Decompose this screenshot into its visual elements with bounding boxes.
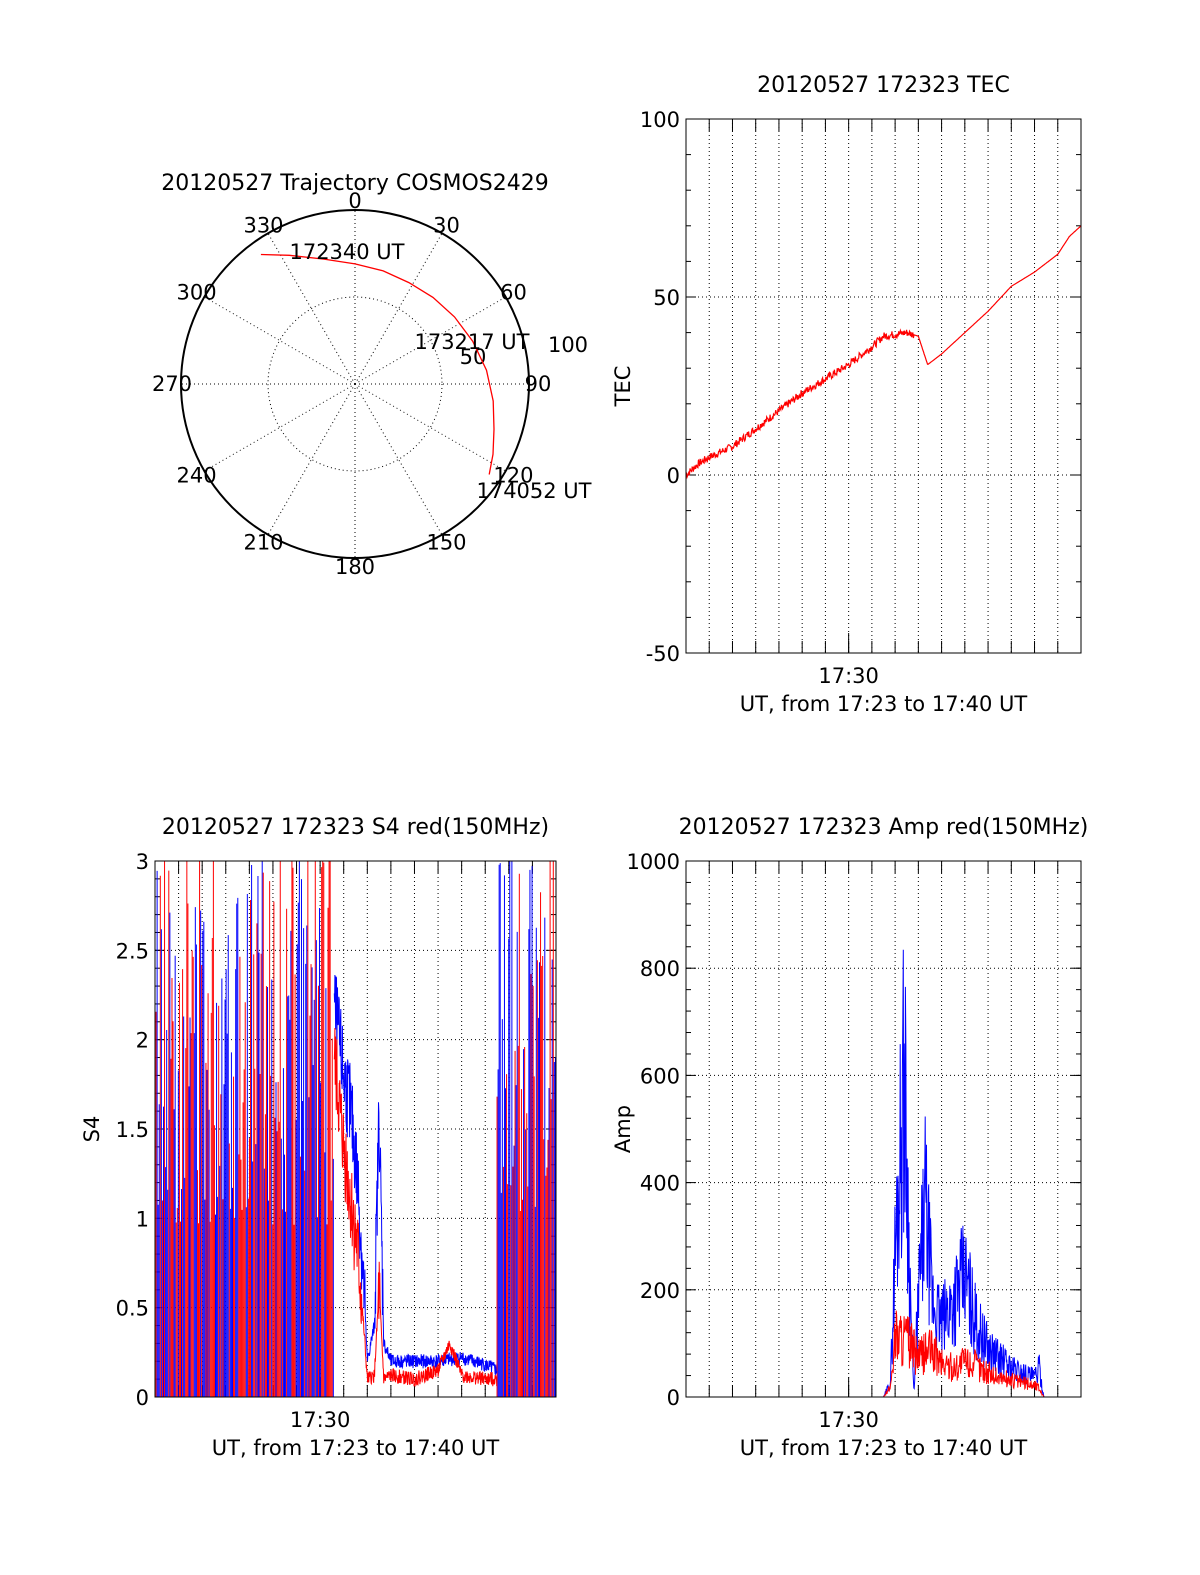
y-tick-label: 0 bbox=[667, 464, 680, 488]
amp-chart: 20120527 172323 Amp red(150MHz) 0 200 400 60… bbox=[611, 815, 1088, 1460]
y-axis-label: Amp bbox=[611, 1105, 635, 1153]
plot-frame bbox=[154, 860, 557, 1398]
x-axis-label: UT, from 17:23 to 17:40 UT bbox=[740, 692, 1028, 716]
polar-outer-circle bbox=[180, 209, 530, 559]
y-tick-label: 2.5 bbox=[116, 939, 149, 963]
y-tick-label: 2 bbox=[136, 1029, 149, 1053]
y-tick-label: 1.5 bbox=[116, 1118, 149, 1142]
chart-title: 20120527 172323 Amp red(150MHz) bbox=[679, 815, 1089, 840]
angle-tick-label: 270 bbox=[152, 372, 192, 396]
y-tick-label: 0 bbox=[667, 1386, 680, 1410]
y-tick-label: 1 bbox=[136, 1207, 149, 1231]
angle-tick-label: 330 bbox=[243, 214, 283, 238]
data-layer bbox=[686, 949, 1081, 1397]
y-axis-label: TEC bbox=[611, 366, 635, 408]
y-tick-label: 3 bbox=[136, 850, 149, 874]
polar-spoke bbox=[267, 383, 356, 535]
polar-spoke bbox=[267, 233, 356, 385]
plot-frame bbox=[685, 860, 1082, 1398]
trajectory-line bbox=[260, 253, 495, 475]
amp-series-blue bbox=[686, 949, 1081, 1397]
chart-title: 20120527 172323 S4 red(150MHz) bbox=[162, 815, 549, 840]
angle-tick-label: 210 bbox=[243, 530, 283, 554]
y-tick-label: 800 bbox=[640, 957, 680, 981]
s4-series-red bbox=[333, 1027, 498, 1388]
chart-title: 20120527 Trajectory COSMOS2429 bbox=[161, 171, 548, 196]
radial-tick-label: 50 bbox=[460, 345, 487, 369]
plot-frame bbox=[685, 118, 1082, 654]
s4-series-blue bbox=[333, 974, 498, 1376]
y-tick-label: 200 bbox=[640, 1279, 680, 1303]
x-axis-label: UT, from 17:23 to 17:40 UT bbox=[212, 1436, 500, 1460]
tec-series-line bbox=[686, 225, 1081, 480]
y-tick-label: 400 bbox=[640, 1172, 680, 1196]
angle-tick-label: 300 bbox=[176, 281, 216, 305]
angle-tick-label: 240 bbox=[176, 464, 216, 488]
angle-tick-label: 30 bbox=[433, 214, 460, 238]
x-tick-label: 17:30 bbox=[818, 664, 879, 688]
polar-grid-circle bbox=[267, 296, 443, 472]
y-tick-label: 600 bbox=[640, 1064, 680, 1088]
y-tick-label: 0.5 bbox=[116, 1297, 149, 1321]
angle-tick-label: 180 bbox=[335, 555, 375, 579]
polar-spoke bbox=[354, 383, 443, 535]
y-tick-label: 100 bbox=[640, 108, 680, 132]
y-axis-label: S4 bbox=[80, 1116, 104, 1143]
x-tick-label: 17:30 bbox=[290, 1408, 351, 1432]
angle-tick-label: 120 bbox=[493, 464, 533, 488]
s4-chart: 20120527 172323 S4 red(150MHz) 0 0.5 1 1.5 2 2… bbox=[80, 815, 557, 1460]
y-tick-label: 50 bbox=[653, 286, 680, 310]
angle-tick-label: 90 bbox=[525, 372, 552, 396]
polar-spoke bbox=[204, 383, 356, 472]
angle-tick-label: 60 bbox=[500, 281, 527, 305]
polar-spoke bbox=[354, 296, 506, 385]
y-tick-label: 0 bbox=[136, 1386, 149, 1410]
polar-spoke bbox=[354, 383, 506, 472]
amp-series-red bbox=[686, 1310, 1081, 1397]
radial-tick-label: 100 bbox=[548, 333, 588, 357]
tec-chart: 20120527 172323 TEC -50 0 50 100 17:30 UT, fro… bbox=[611, 73, 1082, 716]
x-axis-label: UT, from 17:23 to 17:40 UT bbox=[740, 1436, 1028, 1460]
polar-spoke bbox=[204, 296, 356, 385]
data-layer bbox=[155, 861, 556, 1397]
chart-title: 20120527 172323 TEC bbox=[757, 73, 1010, 98]
angle-tick-label: 0 bbox=[348, 189, 361, 213]
x-tick-label: 17:30 bbox=[818, 1408, 879, 1432]
time-annotation: 173217 UT bbox=[414, 330, 529, 354]
y-tick-label: 1000 bbox=[627, 850, 680, 874]
time-annotation: 172340 UT bbox=[289, 240, 404, 264]
data-layer bbox=[686, 225, 1081, 480]
y-tick-label: -50 bbox=[646, 642, 680, 666]
polar-spoke bbox=[354, 233, 443, 385]
time-annotation: 174052 UT bbox=[476, 479, 591, 503]
angle-tick-label: 150 bbox=[426, 530, 466, 554]
